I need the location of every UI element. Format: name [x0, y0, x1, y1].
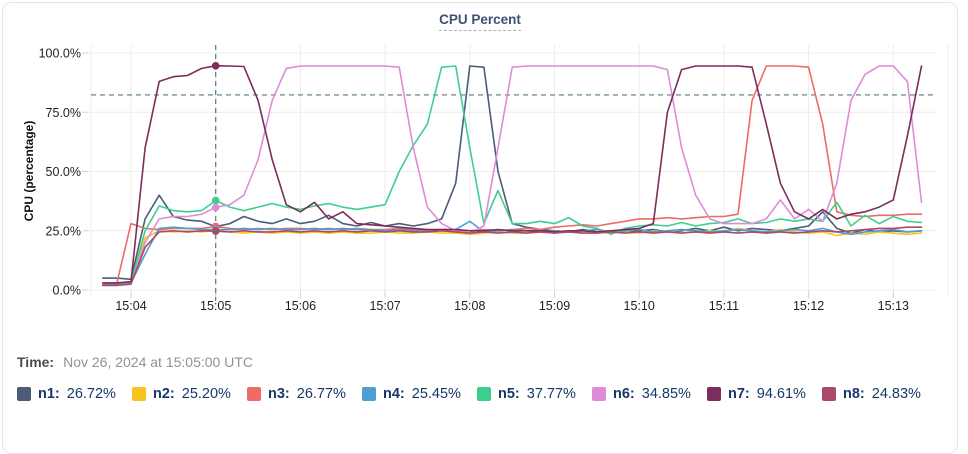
legend-series-name: n2:: [153, 386, 175, 402]
legend-series-value: 25.45%: [411, 386, 461, 402]
x-tick-label: 15:06: [285, 299, 316, 313]
legend-series-value: 24.83%: [871, 386, 921, 402]
chart-legend: n1: 26.72% n2: 25.20% n3: 26.77% n4: 25.45% n5: 3…: [17, 386, 943, 402]
legend-swatch-n8: [822, 387, 836, 401]
crosshair-dot-n7: [211, 61, 220, 70]
legend-series-value: 25.20%: [181, 386, 231, 402]
legend-series-name: n7:: [728, 386, 750, 402]
crosshair-dot-n8: [211, 227, 220, 235]
legend-series-name: n1:: [38, 386, 60, 402]
legend-series-value: 94.61%: [756, 386, 806, 402]
legend-item-n5[interactable]: n5: 37.77%: [477, 386, 590, 402]
cpu-percent-line-chart[interactable]: CPU (percentage) 0.0% 25.0% 50.0% 75.0% 100.…: [3, 35, 968, 317]
x-tick-label: 15:13: [878, 299, 909, 313]
y-tick-label: 75.0%: [46, 106, 81, 120]
chart-footer: Time: Nov 26, 2024 at 15:05:00 UTC n1: 26…: [3, 354, 957, 402]
series-line-n8: [102, 226, 923, 287]
legend-swatch-n3: [247, 387, 261, 401]
legend-series-name: n3:: [268, 386, 290, 402]
legend-swatch-n2: [132, 387, 146, 401]
x-tick-label: 15:05: [200, 299, 231, 313]
x-tick-label: 15:04: [115, 299, 146, 313]
legend-swatch-n7: [707, 387, 721, 401]
legend-item-n7[interactable]: n7: 94.61%: [707, 386, 820, 402]
time-readout: Time: Nov 26, 2024 at 15:05:00 UTC: [17, 354, 943, 370]
series-line-n3: [102, 65, 923, 285]
x-tick-label: 15:09: [539, 299, 570, 313]
y-tick-label: 100.0%: [39, 47, 81, 61]
legend-series-name: n4:: [383, 386, 405, 402]
x-tick-label: 15:11: [709, 299, 739, 313]
legend-swatch-n1: [17, 387, 31, 401]
chart-area: CPU (percentage) 0.0% 25.0% 50.0% 75.0% 100.…: [3, 35, 968, 322]
legend-item-n4[interactable]: n4: 25.45%: [362, 386, 475, 402]
y-axis-title: CPU (percentage): [22, 121, 36, 222]
legend-item-n8[interactable]: n8: 24.83%: [822, 386, 935, 402]
series-line-n6: [102, 65, 923, 287]
x-tick-label: 15:08: [454, 299, 485, 313]
crosshair-dot-n6: [211, 203, 220, 212]
series-line-n5: [102, 65, 923, 287]
legend-series-value: 34.85%: [641, 386, 691, 402]
x-tick-label: 15:10: [624, 299, 655, 313]
legend-series-name: n6:: [613, 386, 635, 402]
legend-item-n1[interactable]: n1: 26.72%: [17, 386, 130, 402]
series-line-n7: [102, 64, 923, 284]
series-line-n1: [102, 65, 923, 281]
x-tick-label: 15:12: [793, 299, 824, 313]
y-tick-label: 25.0%: [46, 224, 81, 238]
x-tick-label: 15:07: [369, 299, 400, 313]
chart-title[interactable]: CPU Percent: [439, 12, 521, 31]
legend-item-n6[interactable]: n6: 34.85%: [592, 386, 705, 402]
legend-series-name: n8:: [843, 386, 865, 402]
legend-series-name: n5:: [498, 386, 520, 402]
legend-series-value: 26.72%: [66, 386, 116, 402]
time-label: Time:: [17, 354, 55, 370]
legend-item-n3[interactable]: n3: 26.77%: [247, 386, 360, 402]
legend-series-value: 26.77%: [296, 386, 346, 402]
y-tick-label: 0.0%: [53, 284, 82, 298]
legend-item-n2[interactable]: n2: 25.20%: [132, 386, 245, 402]
y-tick-label: 50.0%: [46, 165, 81, 179]
legend-series-value: 37.77%: [526, 386, 576, 402]
series-line-n4: [102, 220, 923, 287]
crosshair-dot-n5: [211, 196, 220, 205]
legend-swatch-n5: [477, 387, 491, 401]
title-row: CPU Percent: [3, 11, 957, 35]
legend-swatch-n6: [592, 387, 606, 401]
series-line-n2: [102, 227, 923, 287]
time-value: Nov 26, 2024 at 15:05:00 UTC: [63, 354, 253, 370]
legend-swatch-n4: [362, 387, 376, 401]
